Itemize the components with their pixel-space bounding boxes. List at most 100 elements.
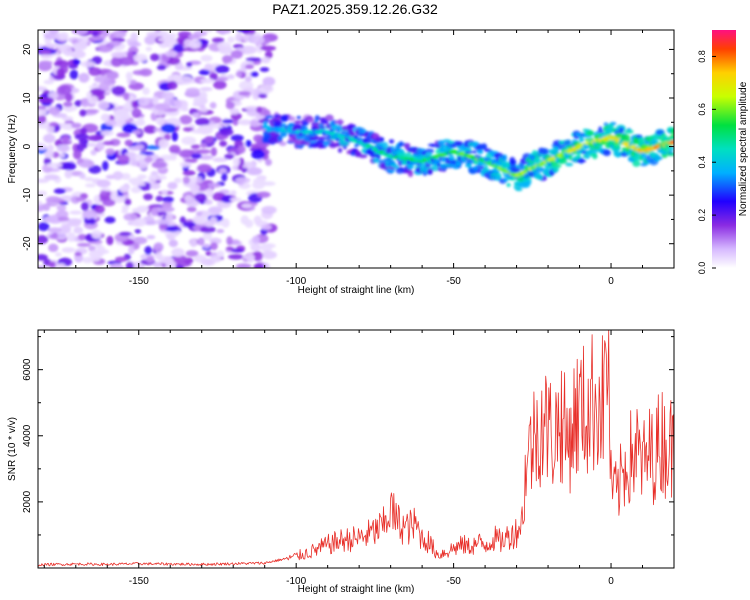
spectrogram-noise-blob (200, 54, 213, 62)
spectrogram-noise-blob (94, 75, 110, 83)
spectrogram-noise-blob (137, 97, 150, 107)
colorbar-tick-label: 0.4 (697, 156, 707, 169)
spectrogram-noise-blob (143, 125, 157, 134)
spectrogram-noise-blob (100, 130, 114, 136)
spectrogram-ridge-blob (506, 182, 511, 188)
spectrogram-noise-blob (133, 53, 148, 63)
spectrogram-y-tick-label: 0 (22, 143, 33, 149)
spectrogram-noise-blob (130, 32, 139, 41)
spectrogram-noise-blob (58, 31, 69, 41)
colorbar-gradient (712, 30, 736, 268)
spectrogram-noise-blob (125, 71, 133, 81)
spectrogram-ridge-blob (288, 115, 296, 122)
spectrogram-noise-blob (112, 30, 127, 39)
spectrogram-ridge-blob (293, 120, 303, 124)
spectrogram-noise-blob (38, 49, 52, 55)
spectrogram-noise-blob (130, 79, 137, 85)
spectrogram-ridge-core (669, 140, 674, 145)
spectrogram-noise-blob (230, 248, 245, 253)
spectrogram-noise-blob (264, 50, 273, 59)
spectrogram-noise-blob (79, 172, 86, 180)
spectrogram-noise-blob (55, 232, 67, 240)
spectrogram-noise-blob (62, 105, 78, 112)
spectrogram-noise-blob (131, 108, 142, 119)
spectrogram-ridge-blob (524, 180, 532, 185)
spectrogram-noise-blob (97, 100, 110, 110)
snr-y-tick-label: 2000 (22, 490, 33, 513)
spectrogram-noise-blob (167, 181, 178, 190)
spectrogram-noise-blob (186, 206, 197, 213)
spectrogram-noise-blob (127, 41, 142, 47)
spectrogram-noise-blob (261, 205, 277, 215)
spectrogram-noise-blob (119, 231, 132, 236)
spectrogram-noise-blob (226, 236, 233, 246)
spectrogram-noise-blob (38, 60, 53, 66)
spectrogram-noise-blob (206, 188, 214, 198)
spectrogram-noise-blob (202, 243, 211, 249)
spectrogram-noise-blob (72, 59, 81, 65)
spectrogram-noise-blob (157, 37, 173, 42)
colorbar: 0.0 0.2 0.4 0.6 0.8 Normalized spectral ampl… (697, 30, 749, 274)
spectrogram-noise-blob (110, 51, 127, 59)
spectrogram-noise-blob (96, 179, 111, 188)
colorbar-tick-label: 0.6 (697, 103, 707, 116)
spectrogram-noise-blob (167, 80, 178, 90)
spectrogram-ridge-blob (612, 143, 621, 150)
spectrogram-noise-blob (79, 109, 87, 117)
spectrogram-y-tick-label: -10 (22, 187, 33, 202)
spectrogram-noise-blob (56, 85, 72, 95)
spectrogram-noise-blob (253, 263, 265, 268)
spectrogram-noise-blob (88, 165, 102, 174)
spectrogram-x-tick-label: -100 (286, 276, 306, 287)
spectrogram-ridge-blob (455, 160, 462, 167)
colorbar-tick-label: 0.2 (697, 209, 707, 222)
spectrogram-noise-blob (132, 130, 142, 135)
spectrogram-noise-blob (230, 134, 244, 142)
spectrogram-noise-blob (54, 252, 62, 257)
spectrogram-noise-blob (160, 123, 177, 134)
spectrogram-noise-blob (97, 44, 113, 53)
spectrogram-ridge-blob (597, 129, 605, 134)
spectrogram-noise-blob (177, 31, 192, 38)
spectrogram-noise-blob (38, 254, 48, 261)
spectrogram-noise-blob (61, 135, 70, 144)
spectrogram-noise-blob (136, 205, 149, 212)
spectrogram-ridge-blob (568, 154, 573, 161)
spectrogram-x-tick-label: -50 (446, 276, 461, 287)
spectrogram-noise-blob (110, 190, 118, 199)
spectrogram-noise-blob (188, 39, 202, 50)
spectrogram-noise-blob (123, 102, 134, 110)
spectrogram-ridge-blob (509, 160, 517, 164)
spectrogram-noise-blob (250, 71, 259, 78)
spectrogram-noise-blob (53, 188, 66, 194)
spectrogram-noise-blob (59, 153, 66, 158)
spectrogram-noise-blob (211, 37, 225, 43)
spectrogram-noise-blob (56, 144, 71, 153)
spectrogram-x-tick-label: -150 (129, 276, 149, 287)
spectrogram-noise-blob (144, 35, 157, 45)
spectrogram-noise-blob (102, 141, 115, 146)
spectrogram-noise-blob (185, 87, 200, 94)
snr-x-axis-label: Height of straight line (km) (298, 584, 415, 595)
spectrogram-noise-blob (74, 251, 82, 257)
spectrogram-noise-blob (230, 50, 243, 59)
spectrogram-ridge-blob (653, 154, 661, 162)
spectrogram-ridge-blob (304, 135, 312, 143)
spectrogram-noise-blob (125, 261, 134, 268)
spectrogram-noise-blob (182, 170, 196, 176)
spectrogram-noise-blob (137, 174, 147, 180)
spectrogram-noise-blob (123, 92, 130, 101)
spectrogram-noise-blob (55, 210, 69, 219)
spectrogram-noise-blob (134, 153, 147, 160)
spectrogram-noise-blob (121, 205, 130, 210)
spectrogram-ridge-blob (378, 159, 387, 164)
spectrogram-ridge-blob (402, 160, 407, 165)
snr-x-tick-label: -150 (129, 576, 149, 587)
spectrogram-ridge-blob (633, 150, 640, 157)
spectrogram-noise-blob (145, 46, 152, 52)
spectrogram-ridge-blob (380, 137, 385, 142)
spectrogram-noise-blob (105, 119, 117, 127)
spectrogram-noise-blob (204, 135, 214, 144)
spectrogram-noise-blob (90, 88, 106, 95)
spectrogram-noise-blob (256, 44, 264, 54)
